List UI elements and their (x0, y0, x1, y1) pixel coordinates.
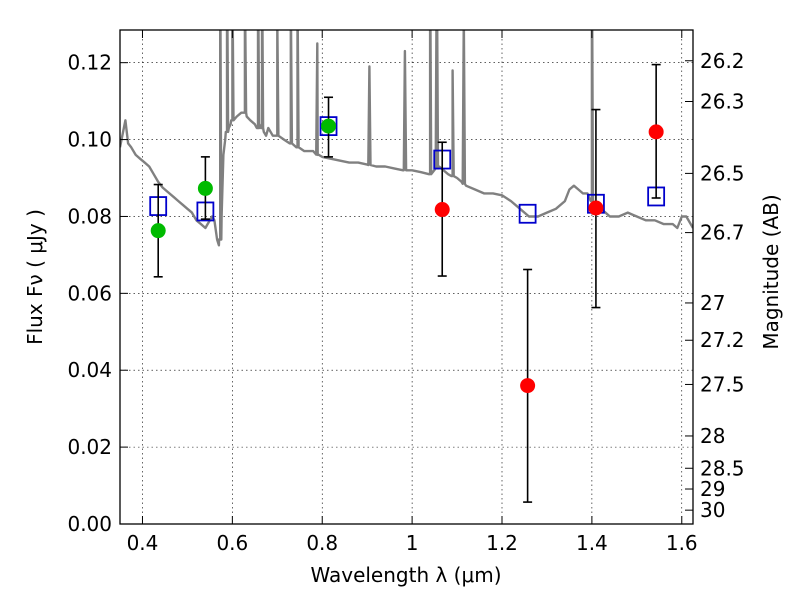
x-tick-label: 0.4 (127, 531, 159, 555)
right-tick-label: 27 (700, 291, 725, 315)
y-tick-label: 0.04 (67, 358, 112, 382)
x-tick-label: 1.6 (666, 531, 698, 555)
x-tick-label: 1.2 (486, 531, 518, 555)
data-marks (149, 63, 666, 503)
right-tick-label: 28 (700, 424, 725, 448)
spectrum-line (120, 30, 693, 247)
data-point (197, 180, 213, 196)
data-point (150, 223, 166, 239)
right-tick-label: 26.5 (700, 161, 745, 185)
data-point (520, 378, 536, 394)
y-tick-label: 0.06 (67, 281, 112, 305)
data-point (648, 124, 664, 140)
x-tick-label: 0.8 (306, 531, 338, 555)
right-axis-label: Magnitude (AB) (759, 194, 783, 349)
x-axis-label: Wavelength λ (μm) (310, 563, 501, 587)
x-tick-label: 1.4 (576, 531, 608, 555)
x-tick-label: 1 (406, 531, 419, 555)
x-tick-label: 0.6 (216, 531, 248, 555)
y-tick-label: 0.00 (67, 512, 112, 536)
model-square-marker (518, 203, 537, 224)
right-tick-label: 26.2 (700, 49, 745, 73)
y-tick-label: 0.10 (67, 128, 112, 152)
right-tick-label: 26.3 (700, 90, 745, 114)
right-tick-label: 28.5 (700, 456, 745, 480)
model-spectrum (120, 30, 693, 247)
data-point (588, 200, 604, 216)
data-point (321, 118, 337, 134)
plot-frame (119, 29, 694, 525)
right-tick-label: 27.5 (700, 372, 745, 396)
y-tick-label: 0.08 (67, 204, 112, 228)
data-point (434, 202, 450, 218)
right-tick-label: 29 (700, 477, 725, 501)
axis-ticks: 0.4 0.6 0.8 1 1.2 1.4 1.6 0.00 0.02 0.04 0.06 0.08 0… (67, 30, 745, 555)
right-tick-label: 27.2 (700, 328, 745, 352)
y-tick-label: 0.12 (67, 51, 112, 75)
right-tick-label: 26.7 (700, 221, 745, 245)
y-tick-label: 0.02 (67, 435, 112, 459)
grid-lines (120, 30, 693, 525)
right-tick-label: 30 (700, 498, 725, 522)
y-axis-label: Flux Fν ( μJy ) (23, 209, 47, 345)
